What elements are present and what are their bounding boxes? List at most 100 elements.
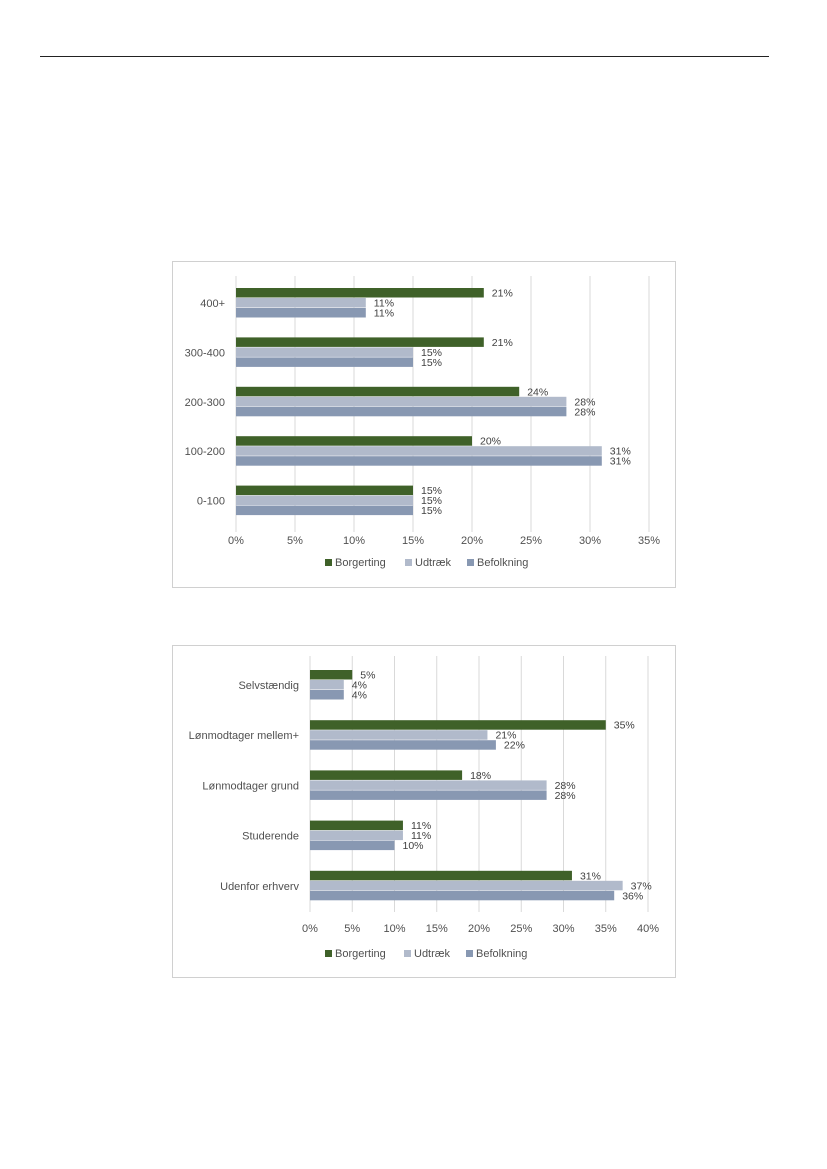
- data-label: 20%: [480, 436, 501, 448]
- bar-befolkning: [310, 740, 496, 750]
- x-tick-label: 15%: [402, 535, 424, 547]
- bar-befolkning: [236, 357, 413, 367]
- data-label: 11%: [374, 298, 394, 310]
- bar-befolkning: [236, 308, 366, 318]
- legend-swatch-borgerting: [325, 950, 332, 957]
- x-tick-label: 20%: [461, 535, 483, 547]
- bar-udtraek: [310, 830, 403, 841]
- legend-label: Udtræk: [415, 557, 452, 569]
- data-label: 4%: [352, 690, 367, 702]
- x-tick-label: 25%: [520, 535, 542, 547]
- occupation-bar-chart: 0% 5% 10% 15% 20% 25% 30% 35% 40% Selvstændig 5% 4%…: [172, 645, 676, 978]
- header-rule: [40, 56, 769, 57]
- bar-befolkning: [310, 890, 615, 901]
- x-tick-label: 35%: [638, 535, 660, 547]
- category-label: Lønmodtager grund: [202, 780, 299, 792]
- bar-borgerting: [236, 337, 484, 347]
- data-label: 31%: [610, 446, 631, 458]
- data-label: 28%: [574, 406, 595, 418]
- data-label: 4%: [352, 680, 367, 692]
- income-bar-chart: 0% 5% 10% 15% 20% 25% 30% 35% 400+ 21% 11% 11% 300-4…: [172, 261, 676, 588]
- x-tick-label: 0%: [228, 535, 244, 547]
- bar-borgerting: [310, 770, 463, 780]
- data-label: 11%: [374, 308, 394, 320]
- data-label: 18%: [470, 770, 491, 782]
- data-label: 15%: [421, 485, 442, 497]
- data-label: 31%: [580, 870, 601, 882]
- legend-swatch-udtraek: [405, 559, 412, 566]
- data-label: 21%: [495, 730, 516, 742]
- x-tick-label: 10%: [343, 535, 365, 547]
- data-label: 15%: [421, 495, 442, 507]
- data-label: 11%: [411, 820, 431, 832]
- bar-borgerting: [236, 386, 520, 397]
- bar-udtraek: [310, 780, 547, 790]
- bar-udtraek: [236, 495, 413, 506]
- data-label: 35%: [614, 720, 635, 732]
- category-label: Lønmodtager mellem+: [189, 730, 299, 742]
- income-chart-svg: 0% 5% 10% 15% 20% 25% 30% 35% 400+ 21% 11%11% 300-4…: [185, 276, 660, 569]
- x-tick-label: 15%: [426, 923, 448, 935]
- bar-borgerting: [310, 820, 403, 831]
- legend-label: Borgerting: [335, 557, 386, 569]
- bar-udtraek: [236, 298, 366, 308]
- data-label: 10%: [403, 840, 424, 852]
- bar-borgerting: [236, 485, 413, 496]
- x-tick-label: 40%: [637, 923, 659, 935]
- data-label: 11%: [411, 830, 431, 842]
- x-tick-label: 30%: [552, 923, 574, 935]
- data-label: 28%: [555, 780, 576, 792]
- data-label: 21%: [492, 337, 513, 349]
- x-tick-label: 25%: [510, 923, 532, 935]
- x-tick-label: 5%: [344, 923, 360, 935]
- category-label: Studerende: [242, 831, 299, 843]
- data-label: 31%: [610, 456, 631, 468]
- legend-swatch-udtraek: [404, 950, 411, 957]
- category-label: 200-300: [185, 397, 225, 409]
- x-tick-label: 10%: [383, 923, 405, 935]
- category-label: 300-400: [185, 347, 225, 359]
- legend-label: Befolkning: [476, 948, 527, 960]
- data-label: 15%: [421, 505, 442, 517]
- bar-befolkning: [236, 505, 413, 516]
- category-label: 400+: [200, 298, 225, 310]
- data-label: 36%: [622, 890, 643, 902]
- bar-borgerting: [310, 720, 606, 730]
- data-label: 15%: [421, 347, 442, 359]
- legend-swatch-befolkning: [467, 559, 474, 566]
- legend-label: Borgerting: [335, 948, 386, 960]
- bar-befolkning: [310, 690, 344, 700]
- x-tick-label: 35%: [595, 923, 617, 935]
- bar-borgerting: [236, 288, 484, 298]
- legend-label: Befolkning: [477, 557, 528, 569]
- bar-udtraek: [236, 396, 567, 407]
- bar-borgerting: [236, 436, 472, 446]
- x-tick-label: 0%: [302, 923, 318, 935]
- data-label: 37%: [631, 880, 652, 892]
- bar-udtraek: [236, 446, 602, 456]
- data-label: 28%: [555, 790, 576, 802]
- category-label: Selvstændig: [238, 680, 299, 692]
- bar-befolkning: [310, 840, 395, 851]
- legend-label: Udtræk: [414, 948, 451, 960]
- bar-udtraek: [310, 730, 488, 740]
- bar-udtraek: [310, 680, 344, 690]
- x-tick-label: 20%: [468, 923, 490, 935]
- data-label: 24%: [527, 386, 548, 398]
- bar-udtraek: [310, 880, 623, 891]
- data-label: 5%: [360, 670, 375, 682]
- bar-befolkning: [236, 406, 567, 417]
- bar-udtraek: [236, 347, 413, 357]
- category-label: Udenfor erhverv: [220, 881, 299, 893]
- data-label: 21%: [492, 288, 513, 300]
- category-label: 100-200: [185, 446, 225, 458]
- bar-borgerting: [310, 870, 572, 881]
- bar-befolkning: [236, 456, 602, 466]
- data-label: 28%: [574, 396, 595, 408]
- x-tick-label: 5%: [287, 535, 303, 547]
- legend-swatch-befolkning: [466, 950, 473, 957]
- legend-swatch-borgerting: [325, 559, 332, 566]
- data-label: 15%: [421, 357, 442, 369]
- x-tick-label: 30%: [579, 535, 601, 547]
- bar-borgerting: [310, 670, 353, 680]
